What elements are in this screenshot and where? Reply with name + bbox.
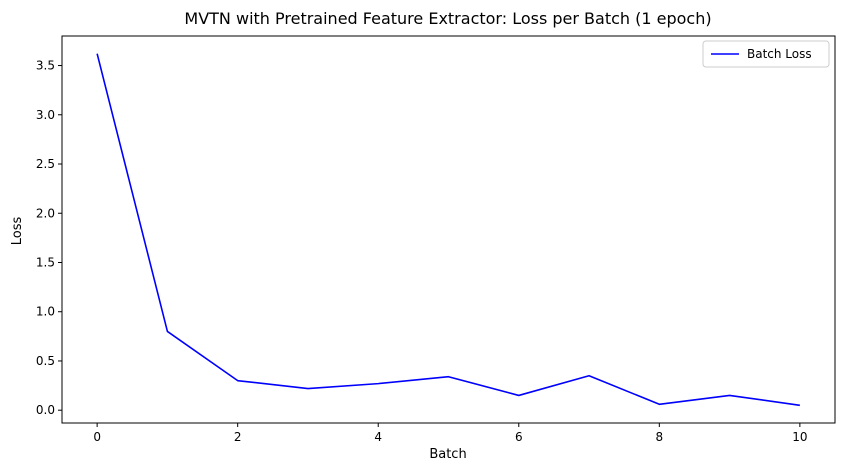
- legend-box: [702, 40, 830, 68]
- x-tick-label: 6: [515, 430, 523, 444]
- y-tick-label: 0.5: [36, 354, 55, 368]
- legend: Batch Loss: [702, 40, 830, 68]
- x-tick-label: 0: [93, 430, 101, 444]
- y-tick-label: 2.5: [36, 157, 55, 171]
- x-tick-label: 10: [792, 430, 807, 444]
- x-axis-label: Batch: [429, 447, 466, 462]
- plot-area: [61, 35, 836, 424]
- y-tick-label: 0.0: [36, 403, 55, 417]
- x-axis: 0 2 4 6 8 10: [93, 423, 808, 444]
- y-axis: 0.0 0.5 1.0 1.5 2.0 2.5 3.0 3.5: [36, 59, 62, 417]
- x-tick-label: 2: [234, 430, 242, 444]
- y-tick-label: 2.0: [36, 206, 55, 220]
- y-axis-label: Loss: [10, 217, 25, 246]
- y-tick-label: 1.5: [36, 255, 55, 269]
- series-layer: [96, 53, 800, 407]
- y-tick-label: 1.0: [36, 305, 55, 319]
- chart-title: MVTN with Pretrained Feature Extractor: …: [184, 9, 711, 28]
- x-tick-label: 4: [374, 430, 382, 444]
- plot-frame: [61, 35, 836, 424]
- y-tick-label: 3.5: [36, 59, 55, 73]
- legend-label: Batch Loss: [747, 47, 812, 61]
- x-tick-label: 8: [655, 430, 663, 444]
- y-tick-label: 3.0: [36, 108, 55, 122]
